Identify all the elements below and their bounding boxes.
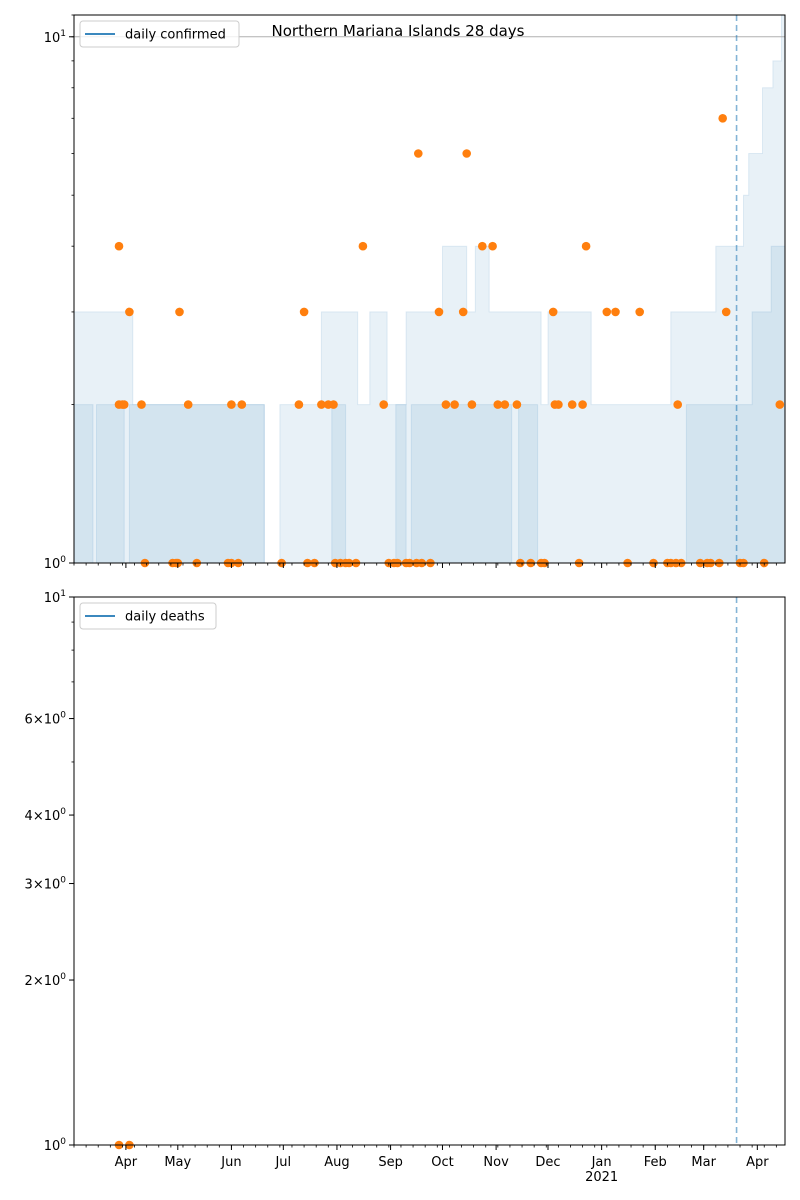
chart-title: Northern Mariana Islands 28 days <box>272 22 525 40</box>
data-point <box>227 400 236 409</box>
data-point <box>450 400 459 409</box>
data-point <box>488 241 497 251</box>
data-point <box>317 400 326 409</box>
x-tick-label: Dec <box>535 1155 560 1170</box>
data-point <box>775 400 785 409</box>
legend-box <box>79 602 217 630</box>
y-tick-label: 4×100 <box>25 807 67 824</box>
data-point <box>183 400 193 409</box>
data-point <box>119 400 129 409</box>
y-tick-label: 101 <box>44 29 66 46</box>
data-point <box>602 307 612 317</box>
legend-label: daily confirmed <box>125 28 226 43</box>
data-point <box>578 400 587 409</box>
x-tick-label: Aug <box>324 1155 349 1170</box>
x-tick-label: 2021 <box>585 1170 618 1185</box>
data-point <box>673 400 682 409</box>
x-tick-label: Apr <box>746 1155 769 1170</box>
data-point <box>114 241 124 251</box>
x-tick-label: Apr <box>115 1155 138 1170</box>
data-point <box>718 114 727 123</box>
x-tick-label: Mar <box>691 1155 716 1170</box>
data-point <box>414 149 423 158</box>
data-point <box>379 400 389 409</box>
data-point <box>478 241 487 251</box>
x-tick-label: May <box>164 1155 191 1170</box>
x-tick-label: Oct <box>431 1155 453 1170</box>
data-point <box>458 307 468 317</box>
x-tick-label: Jul <box>274 1155 291 1170</box>
data-point <box>462 149 472 158</box>
data-point <box>237 400 247 409</box>
data-point <box>548 307 558 317</box>
x-tick-label: Feb <box>644 1155 667 1170</box>
data-point <box>358 241 368 251</box>
data-point <box>137 400 146 409</box>
y-tick-label: 100 <box>44 555 67 572</box>
confirmed-y-ticks: 100 101 <box>44 14 74 572</box>
data-point <box>635 307 644 317</box>
x-tick-label: Sep <box>378 1155 403 1170</box>
deaths-y-ticks: 100 2×100 3×100 4×100 6×100 101 <box>25 589 74 1154</box>
data-point <box>175 307 184 317</box>
confirmed-x-ticks <box>73 563 777 568</box>
confirmed-plot-frame <box>73 14 786 564</box>
data-point <box>554 400 563 409</box>
data-point <box>500 400 510 409</box>
y-tick-label: 2×100 <box>25 972 67 989</box>
y-tick-label: 100 <box>44 1137 67 1154</box>
data-point <box>581 241 591 251</box>
data-point <box>567 400 577 409</box>
data-point <box>441 400 451 409</box>
deaths-legend: daily deaths <box>79 602 217 630</box>
deaths-plot-frame <box>73 596 786 1146</box>
legend-box <box>79 20 240 48</box>
x-tick-label: Nov <box>483 1155 509 1170</box>
data-point <box>512 400 522 409</box>
data-point <box>329 400 338 409</box>
data-point <box>493 400 503 409</box>
data-point <box>611 307 620 317</box>
legend-label: daily deaths <box>125 610 205 625</box>
data-point <box>125 307 134 317</box>
data-point <box>721 307 731 317</box>
y-tick-label: 3×100 <box>25 876 67 893</box>
range-band <box>74 245 785 563</box>
confirmed-legend: daily confirmed <box>79 20 240 48</box>
y-tick-label: 6×100 <box>25 711 67 728</box>
data-point <box>299 307 309 317</box>
x-tick-label: Jan <box>591 1155 612 1170</box>
data-point <box>434 307 444 317</box>
data-point <box>467 400 477 409</box>
x-tick-label: Jun <box>220 1155 241 1170</box>
y-tick-label: 101 <box>44 589 66 606</box>
confirmed-points <box>114 114 785 568</box>
data-point <box>294 400 304 409</box>
